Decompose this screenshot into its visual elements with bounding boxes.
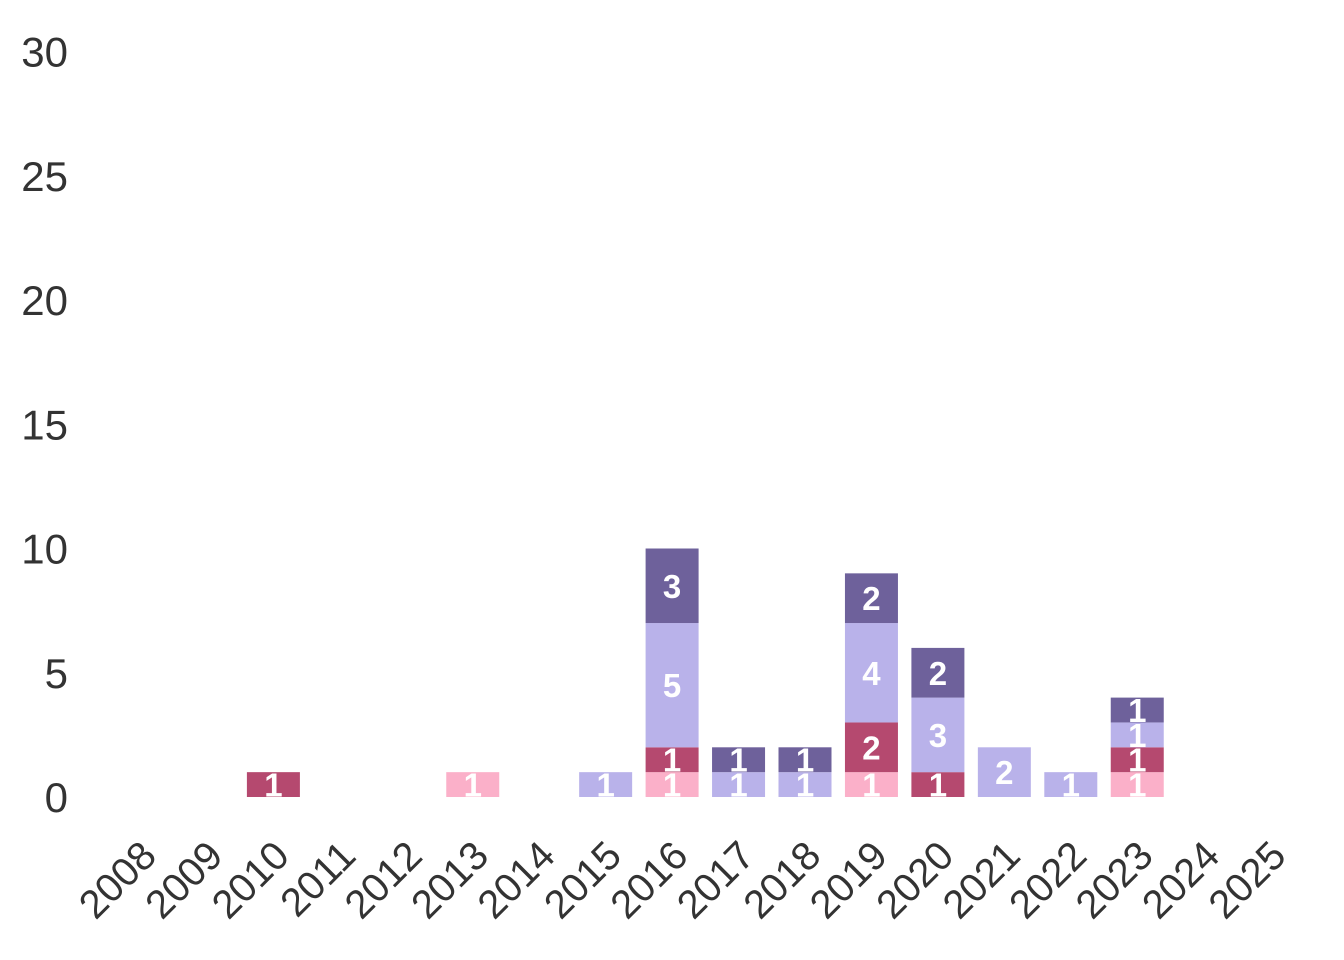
bar-segment-2018-s2 xyxy=(778,772,832,797)
y-tick-label: 10 xyxy=(21,526,68,573)
bar-segment-2023-s0 xyxy=(1110,772,1164,797)
bar-segment-2016-s2 xyxy=(645,623,699,748)
bar-segment-2019-s0 xyxy=(844,772,898,797)
x-tick-label: 2011 xyxy=(272,833,364,925)
y-tick-label: 15 xyxy=(21,401,68,448)
y-tick-label: 5 xyxy=(45,650,68,697)
x-axis: 2008200920102011201220132014201520162017… xyxy=(71,833,1295,927)
y-tick-label: 25 xyxy=(21,153,68,200)
data-label: 1 xyxy=(264,767,282,804)
bar-segment-2021-s2 xyxy=(977,747,1031,797)
bar-segment-2013-s0 xyxy=(446,772,500,797)
x-tick-label: 2015 xyxy=(536,833,630,927)
data-label: 1 xyxy=(663,767,681,804)
bar-segment-2017-s2 xyxy=(712,772,766,797)
x-tick-label: 2020 xyxy=(868,833,962,927)
y-tick-label: 0 xyxy=(45,774,68,821)
x-tick-label: 2024 xyxy=(1134,833,1228,927)
data-label: 1 xyxy=(796,742,814,779)
data-label: 2 xyxy=(862,729,880,766)
bar-segment-2019-s3 xyxy=(844,573,898,624)
bar-segment-2023-s2 xyxy=(1110,722,1164,748)
data-label: 1 xyxy=(862,767,880,804)
data-label: 1 xyxy=(1062,767,1080,804)
data-label: 1 xyxy=(929,767,947,804)
bar-segment-2022-s2 xyxy=(1044,772,1098,797)
data-label: 5 xyxy=(663,667,681,704)
y-axis: 0 5 10 15 20 25 30 xyxy=(21,29,68,822)
data-label: 1 xyxy=(729,767,747,804)
y-tick-label: 20 xyxy=(21,277,68,324)
x-tick-label: 2009 xyxy=(137,833,231,927)
x-tick-label: 2017 xyxy=(669,833,763,927)
bar-segment-2018-s3 xyxy=(778,747,832,773)
bars-group xyxy=(246,548,1164,797)
data-label: 1 xyxy=(796,767,814,804)
x-tick-label: 2023 xyxy=(1068,833,1162,927)
data-label: 4 xyxy=(862,655,881,692)
x-tick-label: 2018 xyxy=(735,833,829,927)
x-tick-label: 2025 xyxy=(1200,833,1294,927)
data-label: 2 xyxy=(862,580,880,617)
bar-segment-2019-s1 xyxy=(844,722,898,773)
data-label: 1 xyxy=(1128,767,1146,804)
data-label: 1 xyxy=(663,742,681,779)
data-label: 1 xyxy=(1128,742,1146,779)
bar-segment-2023-s1 xyxy=(1110,747,1164,773)
x-tick-label: 2022 xyxy=(1001,833,1095,927)
bar-segment-2017-s3 xyxy=(712,747,766,773)
bar-segment-2020-s3 xyxy=(911,647,965,698)
y-tick-label: 30 xyxy=(21,29,68,76)
bar-segment-2016-s1 xyxy=(645,747,699,773)
data-label: 1 xyxy=(596,767,614,804)
data-label: 1 xyxy=(1128,717,1146,754)
x-tick-label: 2021 xyxy=(935,833,1029,927)
data-label: 1 xyxy=(729,742,747,779)
bar-segment-2016-s3 xyxy=(645,548,699,624)
x-tick-label: 2014 xyxy=(470,833,564,927)
x-tick-label: 2012 xyxy=(337,833,431,927)
x-tick-label: 2013 xyxy=(403,833,497,927)
bar-segment-2015-s2 xyxy=(579,772,633,797)
bar-segment-2020-s1 xyxy=(911,772,965,797)
x-tick-label: 2016 xyxy=(602,833,696,927)
data-label: 3 xyxy=(929,717,947,754)
data-label: 1 xyxy=(464,767,482,804)
bar-segment-2019-s2 xyxy=(844,623,898,723)
bar-segment-2016-s0 xyxy=(645,772,699,797)
data-label: 3 xyxy=(663,568,681,605)
x-tick-label: 2019 xyxy=(802,833,896,927)
bar-segment-2010-s1 xyxy=(246,772,300,797)
bar-segment-2020-s2 xyxy=(911,697,965,773)
x-tick-label: 2008 xyxy=(71,833,165,927)
bar-segment-2023-s3 xyxy=(1110,697,1164,723)
data-label: 1 xyxy=(1128,692,1146,729)
x-tick-label: 2010 xyxy=(204,833,298,927)
data-label: 2 xyxy=(929,655,947,692)
data-label: 2 xyxy=(995,754,1013,791)
